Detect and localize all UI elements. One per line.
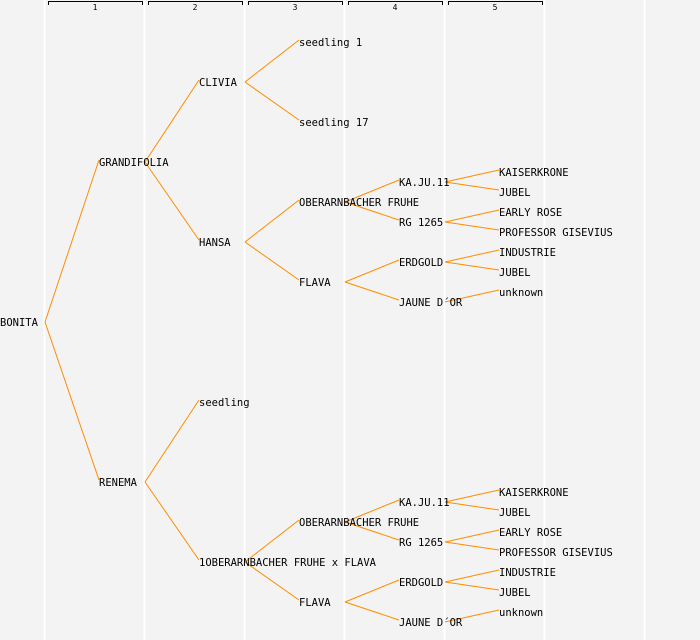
pedigree-link (244, 561, 300, 601)
generation-bracket (348, 1, 443, 5)
pedigree-node[interactable]: JAUNE D´OR (399, 617, 463, 629)
pedigree-link (444, 289, 500, 303)
pedigree-link (344, 259, 400, 283)
pedigree-node[interactable]: seedling (199, 397, 250, 409)
generation-number: 4 (393, 3, 398, 12)
generation-bracket (448, 1, 543, 5)
pedigree-link (344, 579, 400, 603)
pedigree-link (344, 601, 400, 621)
pedigree-link (444, 569, 500, 583)
pedigree-node[interactable]: BONITA (0, 317, 39, 329)
generation-bracket (248, 1, 343, 5)
pedigree-node[interactable]: KA.JU.11 (399, 177, 450, 189)
pedigree-link (244, 199, 300, 243)
pedigree-node[interactable]: PROFESSOR GISEVIUS (499, 227, 613, 239)
pedigree-node[interactable]: 1OBERARNBACHER FRUHE x FLAVA (199, 557, 377, 569)
pedigree-node[interactable]: JAUNE D´OR (399, 297, 463, 309)
pedigree-link (444, 249, 500, 263)
pedigree-link (444, 209, 500, 223)
pedigree-link (444, 581, 500, 591)
pedigree-link (444, 541, 500, 551)
pedigree-node[interactable]: JUBEL (499, 187, 531, 199)
pedigree-node[interactable]: RENEMA (99, 477, 138, 489)
pedigree-node[interactable]: FLAVA (299, 597, 331, 609)
pedigree-link (244, 81, 300, 121)
pedigree-node[interactable]: RG 1265 (399, 537, 443, 549)
pedigree-node[interactable]: FLAVA (299, 277, 331, 289)
pedigree-node[interactable]: unknown (499, 287, 543, 299)
pedigree-node[interactable]: unknown (499, 607, 543, 619)
pedigree-link (244, 39, 300, 83)
pedigree-link (144, 399, 200, 483)
pedigree-link (44, 159, 100, 323)
pedigree-link (444, 181, 500, 191)
generation-bracket (48, 1, 143, 5)
pedigree-link (244, 241, 300, 281)
pedigree-link (144, 481, 200, 561)
pedigree-node[interactable]: EARLY ROSE (499, 527, 562, 539)
pedigree-node[interactable]: KAISERKRONE (499, 487, 569, 499)
pedigree-node[interactable]: EARLY ROSE (499, 207, 562, 219)
column-separators (43, 0, 646, 640)
pedigree-node[interactable]: JUBEL (499, 267, 531, 279)
pedigree-link (244, 519, 300, 563)
pedigree-node[interactable]: ERDGOLD (399, 577, 443, 589)
pedigree-link (344, 499, 400, 523)
pedigree-node[interactable]: HANSA (199, 237, 231, 249)
pedigree-node[interactable]: RG 1265 (399, 217, 443, 229)
pedigree-link (444, 489, 500, 503)
pedigree-node[interactable]: seedling 17 (299, 117, 369, 129)
generation-bracket (148, 1, 243, 5)
pedigree-link (444, 169, 500, 183)
pedigree-link (444, 609, 500, 623)
pedigree-link (144, 161, 200, 241)
pedigree-link (344, 201, 400, 221)
pedigree-link (444, 501, 500, 511)
pedigree-node[interactable]: CLIVIA (199, 77, 238, 89)
generation-number: 3 (293, 3, 298, 12)
pedigree-node[interactable]: GRANDIFOLIA (99, 157, 169, 169)
pedigree-node[interactable]: INDUSTRIE (499, 567, 556, 579)
generation-number: 5 (493, 3, 498, 12)
generation-number: 2 (193, 3, 198, 12)
pedigree-node[interactable]: KAISERKRONE (499, 167, 569, 179)
pedigree-link (444, 261, 500, 271)
pedigree-link (344, 521, 400, 541)
pedigree-node[interactable]: INDUSTRIE (499, 247, 556, 259)
pedigree-node[interactable]: JUBEL (499, 587, 531, 599)
pedigree-link (344, 179, 400, 203)
pedigree-node[interactable]: KA.JU.11 (399, 497, 450, 509)
pedigree-link (444, 221, 500, 231)
pedigree-links (44, 39, 500, 623)
generation-headers: 1 2 3 4 5 (48, 1, 543, 12)
pedigree-link (44, 321, 100, 481)
pedigree-node[interactable]: JUBEL (499, 507, 531, 519)
pedigree-link (144, 79, 200, 163)
generation-number: 1 (93, 3, 98, 12)
pedigree-node[interactable]: OBERARNBACHER FRUHE (299, 197, 419, 209)
pedigree-node[interactable]: OBERARNBACHER FRUHE (299, 517, 419, 529)
pedigree-node[interactable]: PROFESSOR GISEVIUS (499, 547, 613, 559)
pedigree-node[interactable]: seedling 1 (299, 37, 362, 49)
pedigree-node[interactable]: ERDGOLD (399, 257, 443, 269)
pedigree-link (344, 281, 400, 301)
pedigree-nodes: BONITA GRANDIFOLIA CLIVIA seedling 1 seedlin… (0, 37, 613, 629)
pedigree-link (444, 529, 500, 543)
